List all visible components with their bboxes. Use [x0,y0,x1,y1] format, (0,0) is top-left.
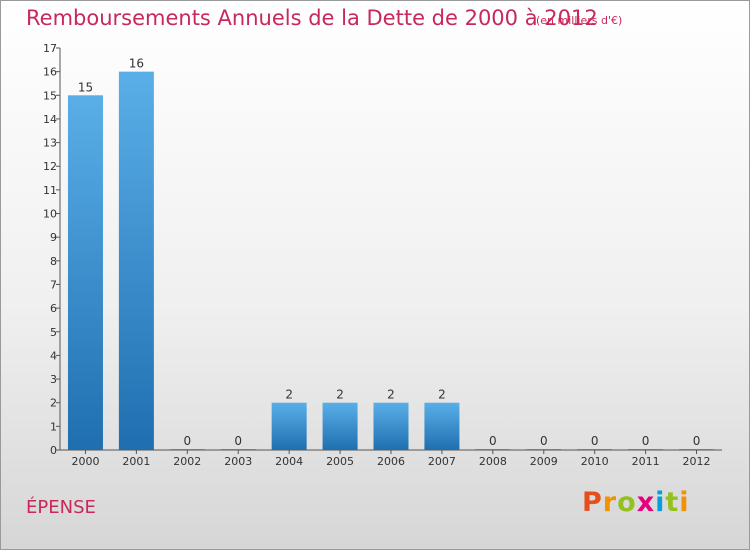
y-tick-label: 16 [43,66,57,79]
y-tick-label: 5 [50,326,57,339]
y-tick-label: 14 [43,113,57,126]
x-tick-label: 2007 [428,455,456,468]
proxiti-logo[interactable]: Proxiti [582,487,690,518]
data-label-2010: 0 [591,434,599,448]
data-label-2003: 0 [234,434,242,448]
bar-2005 [322,402,358,450]
bar-2002 [169,449,205,450]
x-tick-label: 2003 [224,455,252,468]
bar-2012 [679,449,715,450]
logo-letter: x [636,487,656,518]
x-tick-label: 2000 [71,455,99,468]
logo-letter: P [582,487,603,518]
logo-letter: i [679,487,690,518]
y-tick-label: 9 [50,231,57,244]
logo-letter: o [617,487,637,518]
data-label-2002: 0 [183,434,191,448]
x-tick-label: 2009 [530,455,558,468]
y-tick-label: 11 [43,184,57,197]
bar-2001 [118,71,154,450]
data-label-2009: 0 [540,434,548,448]
bar-2007 [424,402,460,450]
bar-2003 [220,449,256,450]
data-label-2011: 0 [642,434,650,448]
data-label-2005: 2 [336,388,344,402]
x-tick-label: 2006 [377,455,405,468]
y-tick-label: 8 [50,255,57,268]
y-tick-label: 15 [43,89,57,102]
chart-unit: (en milliers d'€) [536,14,623,27]
x-tick-label: 2008 [479,455,507,468]
y-tick-label: 7 [50,278,57,291]
chart-title: Remboursements Annuels de la Dette de 20… [26,6,598,30]
data-label-2007: 2 [438,388,446,402]
y-tick-label: 13 [43,137,57,150]
bar-2000 [67,95,103,450]
x-tick-label: 2004 [275,455,303,468]
bar-2009 [526,449,562,450]
commune-name: ÉPENSE [26,497,96,518]
logo-letter: t [665,487,680,518]
y-tick-label: 0 [50,444,57,457]
chart-bars: 15 16 0 0 2 2 2 2 0 0 0 0 0 [67,57,715,450]
x-tick-label: 2005 [326,455,354,468]
y-tick-label: 3 [50,373,57,386]
y-tick-label: 1 [50,420,57,433]
x-tick-label: 2010 [581,455,609,468]
data-label-2004: 2 [285,388,293,402]
bar-2008 [475,449,511,450]
x-tick-label: 2012 [683,455,711,468]
bar-2004 [271,402,307,450]
bar-2006 [373,402,409,450]
x-tick-label: 2002 [173,455,201,468]
data-label-2008: 0 [489,434,497,448]
y-tick-label: 12 [43,160,57,173]
bar-2010 [577,449,613,450]
y-tick-label: 17 [43,42,57,55]
logo-letter: i [655,487,666,518]
x-tick-label: 2001 [122,455,150,468]
logo-letter: r [602,487,618,518]
y-tick-label: 6 [50,302,57,315]
x-tick-label: 2011 [632,455,660,468]
data-label-2012: 0 [693,434,701,448]
bar-2011 [628,449,664,450]
data-label-2000: 15 [78,80,93,94]
data-label-2001: 16 [129,57,144,71]
data-label-2006: 2 [387,388,395,402]
y-tick-label: 10 [43,208,57,221]
y-tick-label: 2 [50,397,57,410]
y-tick-label: 4 [50,349,57,362]
